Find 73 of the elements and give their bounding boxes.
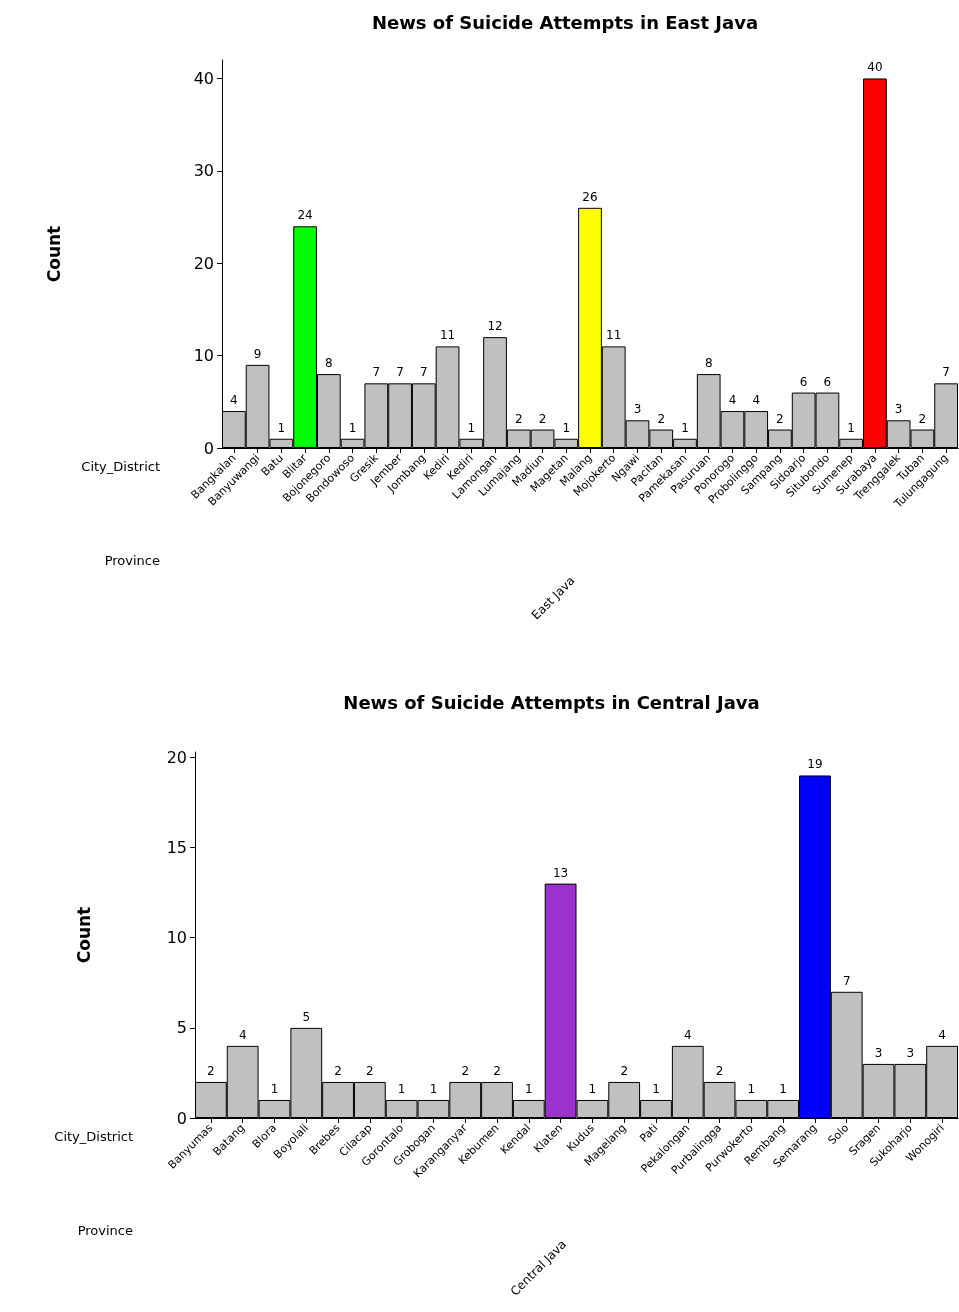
data-label: 2	[715, 1063, 724, 1078]
y-tick-label: 10	[193, 346, 214, 366]
data-label: 2	[620, 1063, 629, 1078]
data-label: 24	[297, 208, 313, 223]
data-label: 1	[681, 420, 689, 435]
data-label: 2	[918, 411, 927, 426]
data-label: 19	[807, 757, 823, 772]
y-tick-label: 20	[193, 253, 214, 273]
y-axis-title: Count	[73, 906, 94, 964]
y-tick-label: 15	[166, 838, 187, 858]
data-label: 11	[606, 328, 622, 343]
data-label: 7	[372, 365, 381, 380]
data-label: 1	[277, 420, 286, 435]
data-label: 12	[487, 319, 503, 334]
data-label: 1	[348, 420, 357, 435]
chart-title: News of Suicide Attempts in East Java	[371, 11, 759, 33]
data-label: 2	[657, 411, 666, 426]
data-label: 13	[552, 865, 569, 880]
text: Province	[77, 1223, 134, 1238]
y-tick-label: 30	[193, 161, 214, 181]
text: Province	[104, 553, 161, 568]
data-label: 1	[847, 420, 855, 435]
data-label: 4	[728, 393, 737, 408]
data-label: 1	[467, 420, 476, 435]
data-label: 1	[562, 420, 571, 435]
data-label: 2	[461, 1063, 470, 1078]
data-label: 1	[524, 1081, 533, 1096]
data-label: 26	[582, 189, 598, 204]
data-label: 1	[779, 1081, 787, 1096]
data-label: 5	[302, 1009, 311, 1024]
data-label: 2	[776, 411, 784, 426]
y-tick-label: 0	[176, 1108, 187, 1128]
data-label: 40	[867, 60, 883, 75]
data-label: 8	[325, 356, 333, 371]
data-label: 4	[752, 393, 761, 408]
y-tick-label: 20	[166, 747, 187, 767]
data-label: 6	[799, 374, 808, 389]
data-label: 1	[747, 1081, 756, 1096]
data-label: 9	[253, 346, 262, 361]
x-axis-title: City_District	[54, 1129, 134, 1144]
data-label: 1	[397, 1081, 406, 1096]
data-label: 3	[874, 1045, 883, 1060]
data-label: 3	[633, 402, 642, 417]
data-label: 2	[207, 1063, 215, 1078]
y-tick-label: 5	[176, 1018, 187, 1038]
data-label: 7	[419, 365, 428, 380]
data-label: 7	[396, 365, 404, 380]
data-label: 4	[683, 1027, 692, 1042]
y-tick-label: 0	[203, 438, 214, 458]
data-label: 2	[514, 411, 523, 426]
data-label: 1	[270, 1081, 279, 1096]
data-label: 2	[334, 1063, 342, 1078]
data-label: 8	[704, 356, 713, 371]
data-label: 2	[366, 1063, 374, 1078]
data-label: 6	[823, 374, 832, 389]
data-label: 3	[906, 1045, 915, 1060]
y-tick-label: 10	[166, 928, 187, 948]
data-label: 4	[938, 1027, 946, 1042]
data-label: 7	[842, 973, 851, 988]
chart-title: News of Suicide Attempts in Central Java	[343, 691, 760, 713]
y-tick-label: 40	[193, 68, 214, 88]
y-axis-title: Count	[43, 225, 64, 283]
data-label: 7	[942, 365, 950, 380]
data-label: 4	[230, 393, 238, 408]
data-label: 4	[238, 1027, 247, 1042]
data-label: 2	[493, 1063, 501, 1078]
data-label: 2	[538, 411, 547, 426]
data-label: 3	[894, 402, 903, 417]
x-axis-title: City_District	[81, 459, 161, 474]
data-label: 1	[652, 1081, 660, 1096]
data-label: 1	[588, 1081, 597, 1096]
data-label: 11	[439, 328, 456, 343]
data-label: 1	[429, 1081, 438, 1096]
